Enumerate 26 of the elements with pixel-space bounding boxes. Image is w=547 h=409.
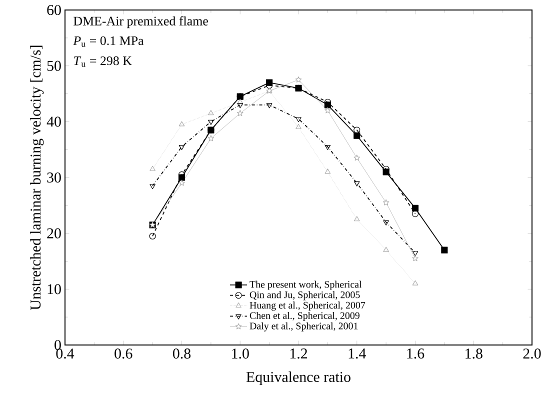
legend-label: Daly et al., Spherical, 2001 <box>250 322 358 332</box>
x-tick-label: 1.0 <box>232 348 249 359</box>
y-tick-label: 0 <box>54 340 61 350</box>
annotation: DME-Air premixed flame <box>74 16 208 28</box>
legend-label: Huang et al., Spherical, 2007 <box>250 302 366 311</box>
annotation: T$_{u}$ = 298 K <box>74 56 132 67</box>
x-tick-label: 2.0 <box>523 348 541 359</box>
x-tick-label: 0.4 <box>56 348 74 359</box>
y-tick-label: 20 <box>47 228 61 238</box>
x-tick-label: 1.2 <box>290 348 308 359</box>
y-tick-label: 30 <box>47 172 61 183</box>
x-tick-label: 0.6 <box>114 348 132 359</box>
x-tick-label: 1.4 <box>348 348 366 359</box>
y-tick-label: 60 <box>47 4 61 16</box>
x-tick-label: 1.8 <box>466 348 482 359</box>
legend-label: The present work, Spherical <box>250 280 362 290</box>
y-tick-label: 10 <box>48 284 61 294</box>
x-tick-label: 0.8 <box>172 348 191 359</box>
legend-label: Qin and Ju, Spherical, 2005 <box>250 291 360 300</box>
x-axis-title: Equivalence ratio <box>246 372 350 386</box>
x-tick-label: 1.6 <box>407 348 424 359</box>
y-axis-title: Unstretched laminar burning velocity [cm/s] <box>30 46 44 310</box>
legend-label: Chen et al., Spherical, 2009 <box>250 312 360 321</box>
annotation: P$_{u}$ = 0.1 MPa <box>73 36 144 47</box>
y-tick-label: 50 <box>47 60 61 71</box>
y-tick-label: 40 <box>46 116 61 127</box>
